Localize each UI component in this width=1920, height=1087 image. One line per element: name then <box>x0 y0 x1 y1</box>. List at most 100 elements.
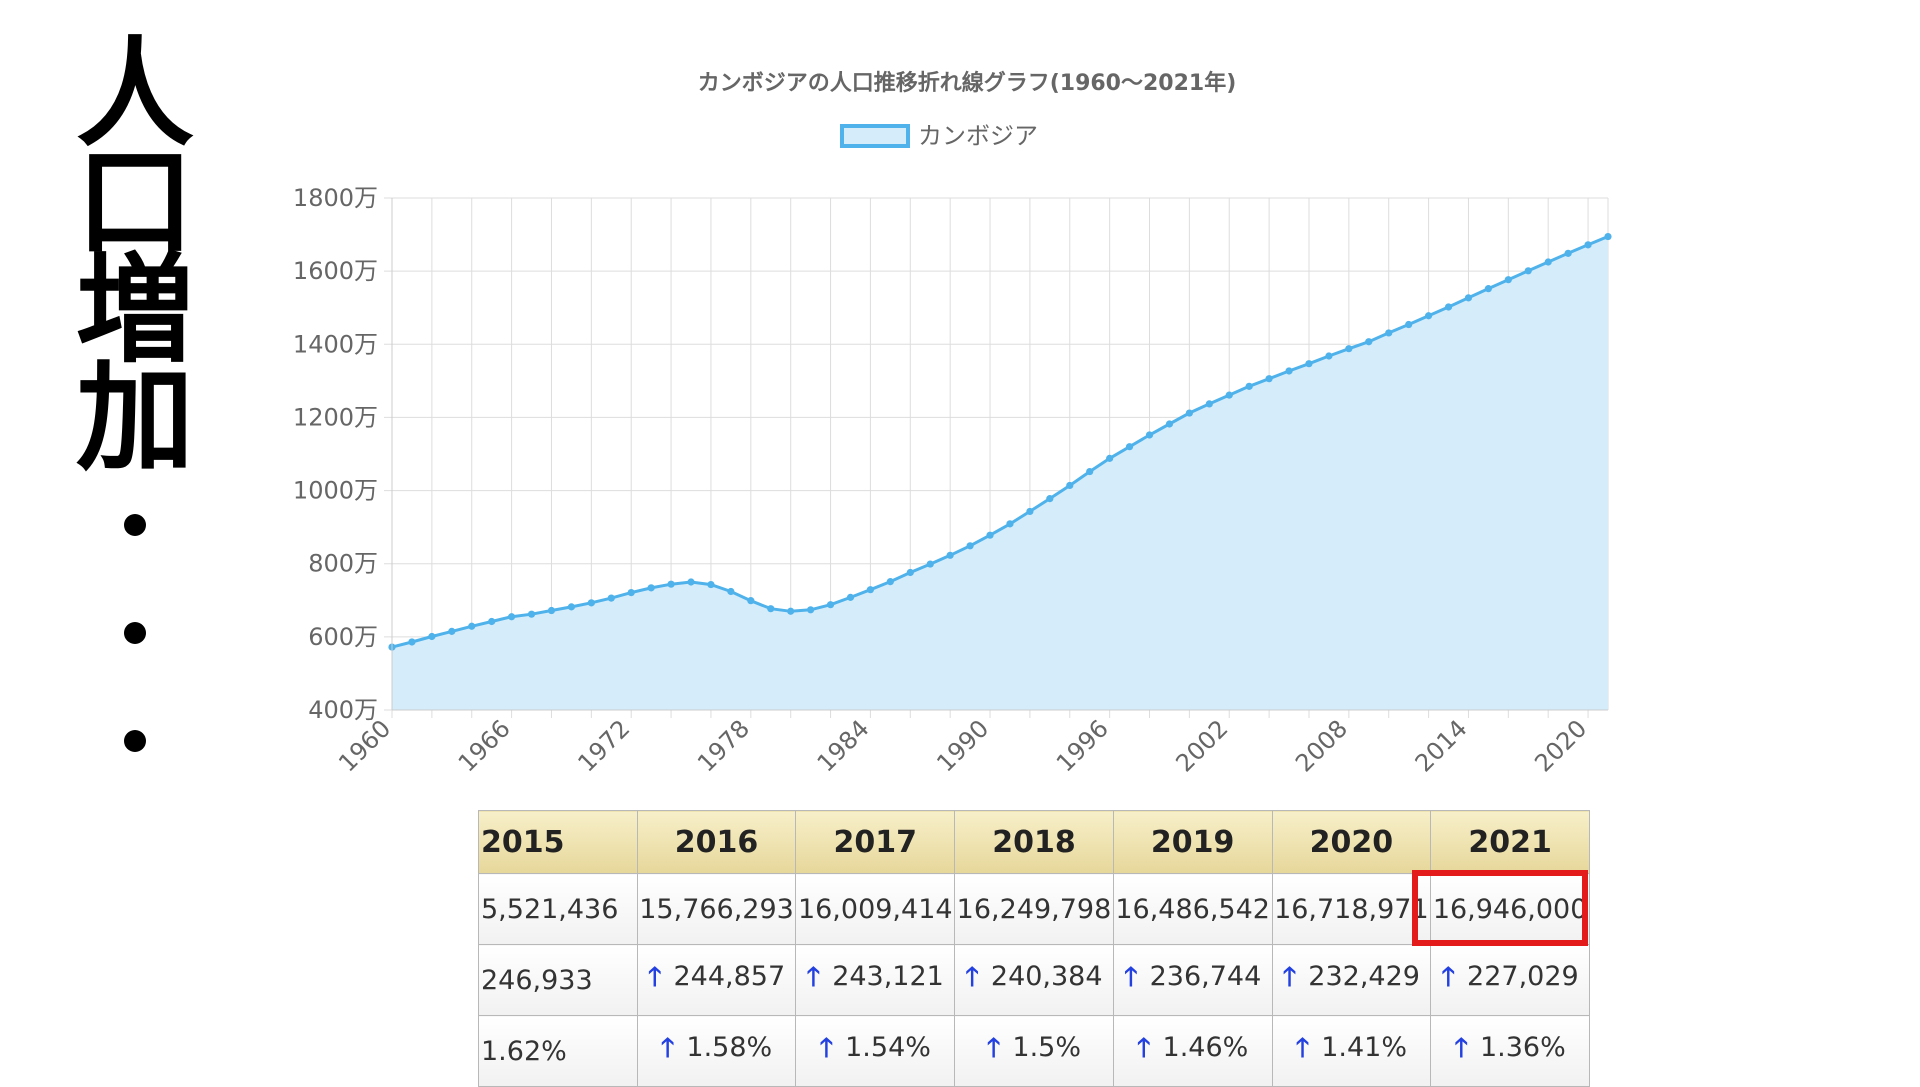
data-point <box>906 568 914 577</box>
y-tick-label: 1000万 <box>293 477 378 505</box>
table-row-rate: 1.62% 🡑 1.58% 🡑 1.54% 🡑 1.5% 🡑 1.46% 🡑 1.41% … <box>478 1015 1590 1087</box>
y-tick-label: 1600万 <box>293 257 378 285</box>
x-tick-label: 1966 <box>453 714 516 777</box>
data-point <box>1604 232 1612 241</box>
data-point <box>707 580 715 589</box>
increase-value: 243,121 <box>832 961 944 992</box>
data-point <box>1185 409 1193 417</box>
data-point <box>1444 303 1453 311</box>
data-point <box>547 606 556 615</box>
up-arrow-icon: 🡑 <box>986 1033 1001 1063</box>
increase-value: 244,857 <box>673 961 786 992</box>
data-point <box>1345 345 1353 353</box>
data-point <box>627 589 635 597</box>
increase-value: 227,029 <box>1467 961 1579 992</box>
data-point <box>428 632 436 641</box>
data-point <box>1086 467 1094 476</box>
data-point <box>866 586 875 594</box>
data-point <box>886 578 894 586</box>
table-cell-highlighted: 16,946,000 <box>1430 873 1590 945</box>
y-tick-label: 800万 <box>308 550 378 578</box>
data-point <box>747 597 755 605</box>
up-arrow-icon: 🡑 <box>1454 1033 1468 1063</box>
x-tick-label: 1984 <box>812 714 875 777</box>
table-cell: 🡑 236,744 <box>1112 944 1273 1016</box>
rate-value: 1.46% <box>1162 1032 1249 1063</box>
data-point <box>1385 329 1393 337</box>
chart-title: カンボジアの人口推移折れ線グラフ(1960〜2021年) <box>698 70 1237 96</box>
data-point <box>966 542 974 550</box>
data-point <box>1584 241 1592 249</box>
data-point <box>787 607 795 615</box>
data-point <box>607 594 615 602</box>
table-header-cell: 2018 <box>954 810 1114 874</box>
data-point <box>1405 320 1413 329</box>
heading-char-1: 人 <box>75 24 194 163</box>
table-cell: 5,521,436 <box>478 873 638 945</box>
data-point <box>1305 360 1313 368</box>
y-tick-label: 400万 <box>308 696 378 724</box>
increase-value: 246,933 <box>481 964 593 996</box>
data-point <box>1066 481 1074 490</box>
data-point <box>408 638 416 646</box>
data-point <box>1125 443 1134 451</box>
table-header-cell: 2017 <box>795 810 956 874</box>
data-point <box>1026 507 1034 516</box>
data-point <box>1245 382 1253 390</box>
heading-char-4: 加 <box>75 348 194 487</box>
table-cell: 🡑 1.5% <box>954 1015 1114 1087</box>
population-table: 2015 2016 2017 2018 2019 2020 2021 5,521… <box>478 810 1590 1087</box>
data-point <box>1106 454 1114 462</box>
data-point <box>508 613 516 621</box>
heading-char-2: 口 <box>75 132 194 271</box>
data-point <box>1265 375 1273 383</box>
table-cell: 🡑 1.58% <box>636 1015 797 1087</box>
up-arrow-icon: 🡑 <box>660 1033 675 1063</box>
up-arrow-icon: 🡑 <box>1441 962 1456 992</box>
data-point <box>1285 367 1293 375</box>
data-point <box>1325 352 1333 360</box>
data-point <box>826 601 835 609</box>
ellipsis-dot <box>124 622 146 644</box>
rate-value: 1.41% <box>1321 1032 1408 1063</box>
data-point <box>1504 276 1512 284</box>
data-point <box>488 617 496 626</box>
heading-char-3: 増 <box>75 240 194 379</box>
legend-swatch <box>840 124 910 148</box>
table-cell: 🡑 1.54% <box>795 1015 956 1087</box>
increase-value: 232,429 <box>1308 961 1420 992</box>
y-tick-label: 1800万 <box>293 184 378 212</box>
data-point <box>946 551 954 559</box>
data-point <box>527 610 536 618</box>
x-tick-label: 1978 <box>692 714 755 777</box>
data-point <box>926 560 934 568</box>
table-cell: 🡑 240,384 <box>954 944 1114 1016</box>
table-cell: 🡑 244,857 <box>636 944 797 1016</box>
table-cell: 🡑 1.36% <box>1430 1015 1590 1087</box>
data-point <box>667 580 675 588</box>
data-point <box>1564 249 1572 257</box>
data-point <box>448 627 456 635</box>
table-header-row: 2015 2016 2017 2018 2019 2020 2021 <box>478 810 1590 874</box>
table-cell: 1.62% <box>478 1015 638 1087</box>
table-header-cell: 2020 <box>1271 810 1432 874</box>
ellipsis-dot <box>124 730 146 752</box>
series-area <box>392 236 1608 710</box>
data-point <box>986 531 994 539</box>
up-arrow-icon: 🡑 <box>806 962 821 992</box>
data-point <box>1464 294 1473 302</box>
up-arrow-icon: 🡑 <box>1137 1033 1151 1063</box>
data-point <box>687 578 695 586</box>
table-cell: 16,486,542 <box>1112 873 1273 945</box>
table-cell: 15,766,293 <box>636 873 797 945</box>
data-point <box>727 587 735 596</box>
up-arrow-icon: 🡑 <box>819 1033 834 1063</box>
x-tick-label: 1972 <box>572 714 635 777</box>
data-point <box>1165 420 1174 428</box>
table-cell: 16,009,414 <box>795 873 956 945</box>
data-point <box>767 605 775 613</box>
x-tick-label: 2014 <box>1410 714 1473 777</box>
table-header-cell: 2019 <box>1112 810 1273 874</box>
table-header-cell: 2015 <box>478 810 638 874</box>
y-tick-label: 1200万 <box>293 403 378 431</box>
